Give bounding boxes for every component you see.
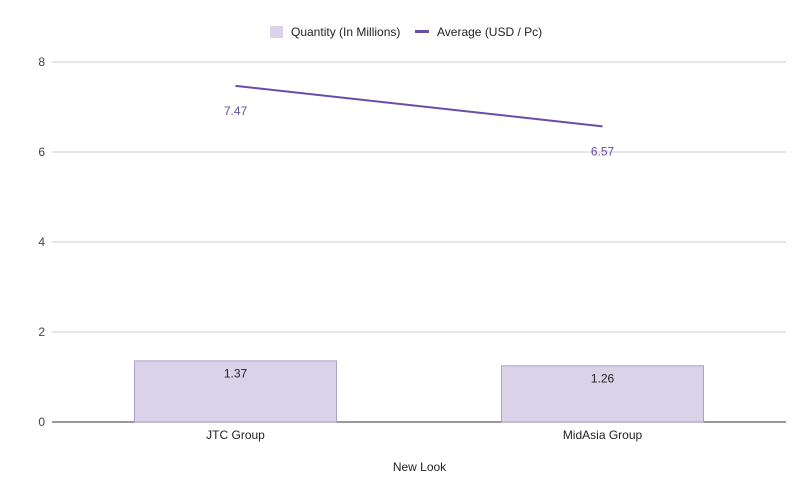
legend-swatch-quantity: [270, 26, 283, 38]
y-axis-ticks: 0 2 4 6 8: [38, 55, 45, 429]
y-tick-label: 6: [38, 145, 45, 159]
line-series: 7.47 6.57: [224, 84, 615, 158]
bar: [501, 365, 704, 423]
x-category-label: MidAsia Group: [563, 428, 643, 442]
x-category-label: JTC Group: [206, 428, 265, 442]
bar: [134, 360, 337, 423]
legend-swatch-average: [415, 30, 429, 33]
bar-data-label: 1.37: [224, 366, 248, 380]
legend-label-average: Average (USD / Pc): [437, 25, 542, 39]
x-axis-categories: JTC Group MidAsia Group: [206, 428, 642, 442]
bar-series: 1.37 1.26: [134, 360, 704, 423]
line-path: [235, 84, 603, 128]
line-data-label: 6.57: [591, 144, 615, 158]
bar-data-label: 1.26: [591, 371, 615, 385]
legend-label-quantity: Quantity (In Millions): [291, 25, 400, 39]
y-tick-label: 8: [38, 55, 45, 69]
y-tick-label: 4: [38, 235, 45, 249]
line-data-label: 7.47: [224, 104, 248, 118]
legend: Quantity (In Millions) Average (USD / Pc…: [270, 25, 542, 39]
y-tick-label: 2: [38, 325, 45, 339]
y-tick-label: 0: [38, 415, 45, 429]
x-axis-title: New Look: [393, 460, 447, 474]
